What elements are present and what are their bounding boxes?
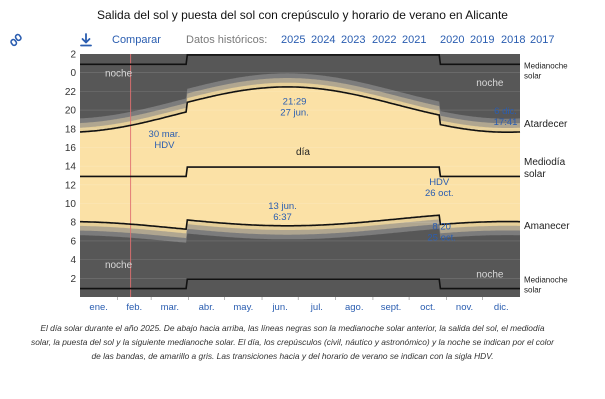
y-tick-label: 16: [65, 143, 77, 154]
link-icon[interactable]: [10, 33, 22, 50]
x-tick-label: dic.: [494, 302, 509, 313]
historic-label: Datos históricos:: [186, 34, 268, 46]
y-tick-label: 22: [65, 87, 77, 98]
y-tick-label: 4: [70, 255, 76, 266]
solar-noon-line: [80, 166, 520, 178]
download-icon[interactable]: [80, 33, 92, 50]
chart-title: Salida del sol y puesta del sol con crep…: [97, 8, 508, 22]
annotation-label: 13 jun. 6:37: [268, 201, 297, 223]
daylight-band: [80, 86, 520, 230]
toolbar: Comparar Datos históricos: 2025 2024 202…: [8, 33, 598, 50]
right-axis-label: Mediodía solar: [524, 157, 566, 180]
year-2023-link[interactable]: 2023: [341, 34, 366, 46]
y-tick-label: 2: [70, 50, 76, 61]
right-axis-label: Medianoche solar: [524, 62, 568, 81]
right-axis-label: Amanecer: [524, 221, 570, 232]
y-tick-label: 12: [65, 180, 77, 191]
x-tick-label: oct.: [420, 302, 435, 313]
y-tick-label: 20: [65, 106, 77, 117]
y-tick-label: 18: [65, 124, 77, 135]
year-2017-link[interactable]: 2017: [530, 34, 555, 46]
x-tick-label: ago.: [345, 302, 364, 313]
x-tick-label: may.: [233, 302, 253, 313]
annotation-label: 8:20 25 oct.: [427, 222, 456, 244]
y-tick-label: 2: [70, 274, 76, 285]
year-2022-link[interactable]: 2022: [372, 34, 397, 46]
y-tick-label: 6: [70, 236, 76, 247]
night-label: noche: [476, 269, 504, 280]
year-2018-link[interactable]: 2018: [501, 34, 526, 46]
sunrise-line: [80, 214, 520, 231]
x-tick-label: mar.: [161, 302, 179, 313]
right-axis-label: Atardecer: [524, 119, 568, 130]
x-tick-label: sept.: [381, 302, 402, 313]
year-2020-link[interactable]: 2020: [440, 34, 465, 46]
y-tick-label: 0: [70, 68, 76, 79]
year-2024-link[interactable]: 2024: [311, 34, 336, 46]
y-tick-label: 8: [70, 218, 76, 229]
chart-caption: El día solar durante el año 2025. De aba…: [31, 323, 554, 361]
next-solar-midnight-line: [80, 54, 520, 66]
annotation-label: 21:29 27 jun.: [280, 96, 309, 118]
year-2025-link[interactable]: 2025: [281, 34, 306, 46]
x-tick-label: nov.: [456, 302, 473, 313]
annotation-label: 6 dic. 17:41: [494, 106, 518, 128]
y-tick-label: 14: [65, 162, 77, 173]
previous-solar-midnight-line: [80, 278, 520, 290]
x-tick-label: abr.: [199, 302, 215, 313]
x-tick-label: feb.: [126, 302, 142, 313]
annotation-label: HDV 26 oct.: [425, 177, 454, 199]
year-2019-link[interactable]: 2019: [470, 34, 495, 46]
day-label: día: [296, 147, 310, 158]
right-axis-label: Medianoche solar: [524, 276, 568, 295]
night-label: noche: [105, 68, 133, 79]
x-tick-label: ene.: [89, 302, 108, 313]
night-label: noche: [476, 78, 504, 89]
year-2021-link[interactable]: 2021: [402, 34, 427, 46]
y-tick-label: 10: [65, 199, 77, 210]
annotation-label: 30 mar. HDV: [149, 129, 181, 151]
compare-link[interactable]: Comparar: [112, 34, 161, 46]
x-tick-label: jul.: [310, 302, 323, 313]
sunset-line: [80, 86, 521, 133]
x-tick-label: jun.: [271, 302, 287, 313]
night-label: noche: [105, 260, 133, 271]
